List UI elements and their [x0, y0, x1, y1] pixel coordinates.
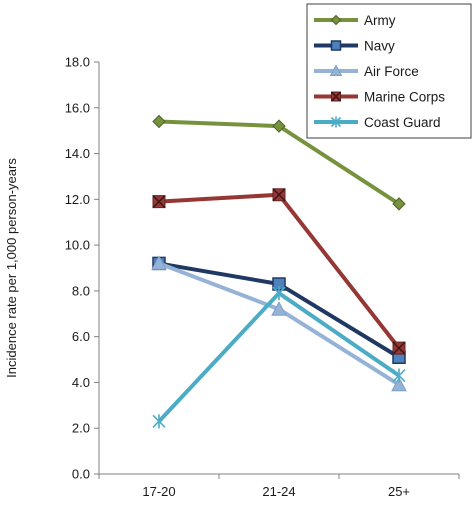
marker-x-stroke — [392, 341, 406, 355]
marker-diamond — [272, 119, 286, 133]
marker — [330, 40, 342, 51]
y-tick-label: 0.0 — [72, 467, 90, 482]
y-tick-label: 6.0 — [72, 329, 90, 344]
marker — [152, 195, 166, 209]
marker-x-stroke — [330, 91, 342, 102]
marker — [330, 116, 342, 128]
legend-label: Air Force — [364, 64, 419, 79]
legend-item: Army — [314, 13, 396, 28]
x-tick-labels: 17-20 21-24 25+ — [142, 484, 410, 499]
y-axis-title: Incidence rate per 1,000 person-years — [4, 158, 19, 378]
series-marine-corps — [152, 188, 406, 355]
marker — [152, 414, 166, 429]
marker — [272, 119, 286, 133]
marker — [392, 368, 406, 383]
legend-label: Coast Guard — [364, 115, 441, 130]
marker — [330, 14, 342, 26]
x-tick-label: 25+ — [388, 484, 410, 499]
legend: Army Navy Air Force Marine Corps Coast Guard — [306, 3, 472, 139]
legend-label: Army — [364, 13, 396, 28]
marker — [151, 255, 167, 270]
y-tick-label: 14.0 — [65, 146, 90, 161]
legend-item: Navy — [314, 39, 395, 54]
marker-x-stroke — [272, 188, 286, 202]
marker-triangle — [391, 376, 407, 392]
marker-square — [330, 40, 342, 51]
marker — [272, 286, 286, 301]
marker-triangle — [329, 64, 343, 76]
series-layer — [151, 114, 407, 429]
y-tick-labels: 0.0 2.0 4.0 6.0 8.0 10.0 12.0 14.0 16.0 18.0 — [65, 55, 90, 482]
y-tick-label: 16.0 — [65, 100, 90, 115]
x-tick-label: 17-20 — [142, 484, 175, 499]
y-tick-label: 2.0 — [72, 421, 90, 436]
marker — [392, 197, 406, 211]
y-tick-label: 18.0 — [65, 55, 90, 70]
series-air-force — [151, 255, 407, 392]
series-army — [152, 114, 406, 211]
y-tick-label: 10.0 — [65, 238, 90, 253]
y-tick-label: 12.0 — [65, 192, 90, 207]
marker — [392, 341, 406, 355]
series-coast-guard — [152, 286, 406, 429]
legend-item: Coast Guard — [314, 115, 441, 130]
x-tick-label: 21-24 — [262, 484, 295, 499]
legend-label: Marine Corps — [364, 90, 445, 105]
marker — [272, 188, 286, 202]
marker-x-stroke — [152, 195, 166, 209]
legend-item: Air Force — [314, 64, 419, 79]
y-tick-label: 4.0 — [72, 375, 90, 390]
marker-triangle — [151, 255, 167, 270]
marker-triangle — [271, 301, 287, 316]
marker-diamond — [330, 14, 342, 26]
marker — [329, 64, 343, 76]
marker — [330, 91, 342, 102]
marker — [152, 114, 166, 129]
y-tick-label: 8.0 — [72, 283, 90, 298]
marker-diamond — [392, 197, 406, 211]
axes — [94, 61, 460, 479]
marker-diamond — [152, 114, 166, 129]
legend-label: Navy — [364, 39, 395, 54]
marker — [271, 301, 287, 316]
legend-item: Marine Corps — [314, 90, 445, 105]
marker — [391, 376, 407, 392]
